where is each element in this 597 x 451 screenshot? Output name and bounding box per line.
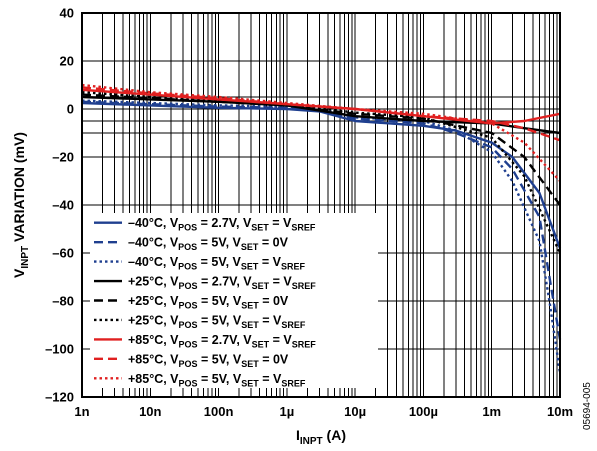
y-axis-title-suffix: VARIATION (mV) <box>11 132 27 246</box>
y-tick-label: –40 <box>52 198 74 213</box>
x-axis-title-suffix: (A) <box>323 427 346 443</box>
legend-label-9: +85°C, VPOS = 5V, VSET = VSREF <box>128 372 306 389</box>
y-axis-title: VINPT VARIATION (mV) <box>11 132 31 278</box>
plot-frame <box>81 12 561 398</box>
x-tick-label: 10µ <box>344 404 366 419</box>
legend-label-6: +25°C, VPOS = 5V, VSET = VSREF <box>128 313 306 330</box>
legend-label-1: –40°C, VPOS = 2.7V, VSET = VSREF <box>128 216 316 233</box>
y-tick-label: 20 <box>60 54 74 69</box>
y-tick-label: –80 <box>52 294 74 309</box>
y-tick-label: –120 <box>45 390 74 405</box>
figure-id: 05694-005 <box>582 382 593 430</box>
legend-label-8: +85°C, VPOS = 5V, VSET = 0V <box>128 352 289 369</box>
legend-label-4: +25°C, VPOS = 2.7V, VSET = VSREF <box>128 275 316 292</box>
y-tick-label: 0 <box>67 102 74 117</box>
y-tick-label: –20 <box>52 150 74 165</box>
legend-label-5: +25°C, VPOS = 5V, VSET = 0V <box>128 294 289 311</box>
legend-label-7: +85°C, VPOS = 2.7V, VSET = VSREF <box>128 333 316 350</box>
x-axis-title-sub: INPT <box>300 436 323 447</box>
x-tick-label: 10m <box>547 404 573 419</box>
x-axis-title: IINPT (A) <box>296 427 346 447</box>
y-tick-labels: 40 20 0 –20 –40 –60 –80 –100 –120 <box>45 6 74 405</box>
series-line-2 <box>81 100 562 340</box>
x-tick-labels: 1n 10n 100n 1µ 10µ 100µ 1m 10m <box>74 404 573 419</box>
y-axis-title-main: V <box>11 268 27 278</box>
legend-label-2: –40°C, VPOS = 5V, VSET = 0V <box>128 236 289 253</box>
legend-box <box>90 213 378 388</box>
series-line-8 <box>81 86 561 142</box>
legend: –40°C, VPOS = 2.7V, VSET = VSREF –40°C, V… <box>90 213 378 388</box>
series-line-6 <box>81 91 562 254</box>
y-axis-title-sub: INPT <box>20 246 31 269</box>
series-line-1 <box>81 101 562 249</box>
x-tick-label: 10n <box>139 404 161 419</box>
series-line-9 <box>81 83 561 182</box>
series-lines <box>81 83 562 374</box>
x-tick-label: 1n <box>74 404 89 419</box>
series-line-5 <box>81 93 561 206</box>
x-tick-label: 100n <box>204 404 234 419</box>
legend-label-3: –40°C, VPOS = 5V, VSET = VSREF <box>128 255 305 272</box>
x-tick-label: 100µ <box>409 404 438 419</box>
y-tick-label: –60 <box>52 246 74 261</box>
x-tick-label: 1µ <box>279 404 294 419</box>
y-tick-label: –100 <box>45 342 74 357</box>
y-tick-label: 40 <box>60 6 74 21</box>
x-axis-title-main: I <box>296 427 300 443</box>
x-tick-label: 1m <box>482 404 501 419</box>
